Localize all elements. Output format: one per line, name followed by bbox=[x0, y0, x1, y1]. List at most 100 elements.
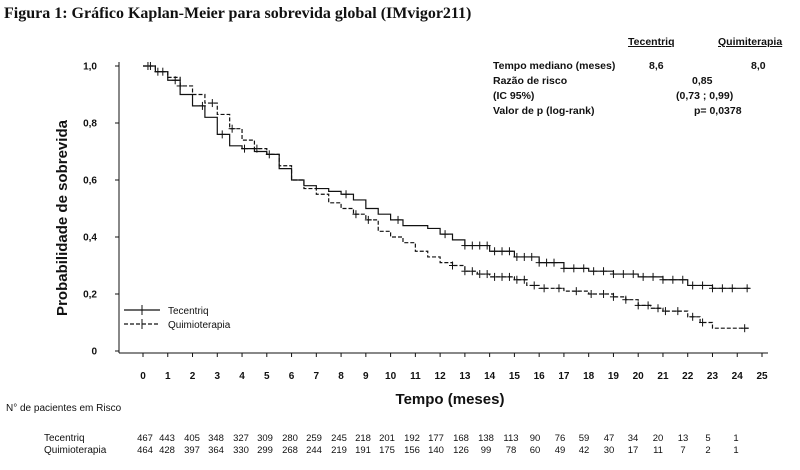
risk-count: 1 bbox=[733, 445, 739, 456]
stats-label-hr: Razão de risco bbox=[493, 75, 568, 87]
x-tick-label: 2 bbox=[190, 371, 196, 382]
risk-count: 327 bbox=[233, 433, 249, 444]
risk-count: 11 bbox=[653, 445, 663, 456]
legend-label-tecentriq: Tecentriq bbox=[168, 306, 209, 317]
stats-median-quimio: 8,0 bbox=[751, 60, 766, 72]
stats-ci-value: (0,73 ; 0,99) bbox=[676, 90, 734, 102]
x-tick-label: 15 bbox=[509, 371, 521, 382]
x-tick-label: 13 bbox=[459, 371, 471, 382]
risk-count: 76 bbox=[554, 433, 566, 444]
risk-count: 126 bbox=[453, 445, 469, 456]
risk-count: 34 bbox=[627, 433, 639, 444]
risk-table-title: N° de pacientes em Risco bbox=[6, 403, 122, 414]
risk-count: 99 bbox=[480, 445, 492, 456]
y-tick-label: 0,6 bbox=[83, 176, 97, 187]
x-tick-label: 22 bbox=[682, 371, 694, 382]
risk-count: 443 bbox=[159, 433, 175, 444]
figure-title: Figura 1: Gráfico Kaplan-Meier para sobr… bbox=[4, 5, 472, 22]
risk-count: 113 bbox=[503, 433, 519, 444]
risk-count: 60 bbox=[529, 445, 541, 456]
chart-legend: Tecentriq Quimioterapia bbox=[124, 305, 231, 331]
x-tick-label: 25 bbox=[756, 371, 768, 382]
risk-count: 7 bbox=[680, 445, 686, 456]
risk-count: 59 bbox=[578, 433, 590, 444]
legend-label-quimio: Quimioterapia bbox=[168, 320, 231, 331]
risk-count: 201 bbox=[379, 433, 395, 444]
chart-series bbox=[143, 62, 751, 333]
risk-count: 219 bbox=[331, 445, 347, 456]
risk-count: 364 bbox=[208, 445, 224, 456]
risk-count: 1 bbox=[733, 433, 739, 444]
risk-count: 467 bbox=[137, 433, 153, 444]
stats-label-median: Tempo mediano (meses) bbox=[493, 60, 616, 72]
risk-count: 175 bbox=[379, 445, 395, 456]
risk-count: 2 bbox=[705, 445, 711, 456]
risk-count: 309 bbox=[257, 433, 273, 444]
risk-count: 192 bbox=[404, 433, 420, 444]
y-tick-label: 0,8 bbox=[83, 119, 97, 130]
risk-count: 464 bbox=[137, 445, 153, 456]
x-tick-label: 19 bbox=[608, 371, 620, 382]
y-tick-label: 0,2 bbox=[83, 290, 97, 301]
stats-pvalue-value: p= 0,0378 bbox=[694, 105, 742, 117]
risk-count: 78 bbox=[505, 445, 517, 456]
risk-count: 259 bbox=[306, 433, 322, 444]
risk-count: 218 bbox=[355, 433, 371, 444]
x-tick-label: 3 bbox=[214, 371, 220, 382]
risk-count: 30 bbox=[603, 445, 615, 456]
risk-count: 168 bbox=[453, 433, 469, 444]
x-tick-label: 20 bbox=[633, 371, 645, 382]
x-tick-label: 11 bbox=[410, 371, 421, 382]
y-axis-label: Probabilidade de sobrevida bbox=[54, 119, 71, 316]
y-tick-label: 1,0 bbox=[83, 62, 97, 73]
y-tick-label: 0 bbox=[91, 347, 97, 358]
series-line-quimio bbox=[143, 65, 750, 329]
stats-label-ci: (IC 95%) bbox=[493, 90, 535, 102]
x-tick-label: 8 bbox=[338, 371, 344, 382]
x-tick-label: 9 bbox=[363, 371, 369, 382]
risk-count: 191 bbox=[355, 445, 371, 456]
risk-count: 90 bbox=[529, 433, 541, 444]
risk-count: 299 bbox=[257, 445, 273, 456]
risk-count: 13 bbox=[677, 433, 689, 444]
x-tick-label: 5 bbox=[264, 371, 270, 382]
chart-axes: 0 1 2 3 4 5 6 7 8 9 10 11 12 13 14 15 16 17 18 19 20 21 22 23 24… bbox=[83, 62, 768, 382]
x-axis-label: Tempo (meses) bbox=[396, 391, 505, 408]
risk-count: 156 bbox=[404, 445, 420, 456]
risk-count: 49 bbox=[554, 445, 566, 456]
risk-count: 47 bbox=[603, 433, 615, 444]
x-tick-label: 0 bbox=[140, 371, 146, 382]
x-tick-label: 6 bbox=[289, 371, 295, 382]
x-tick-label: 16 bbox=[534, 371, 546, 382]
stats-hr-value: 0,85 bbox=[692, 75, 713, 87]
x-tick-label: 18 bbox=[583, 371, 595, 382]
risk-count: 138 bbox=[478, 433, 494, 444]
risk-count: 5 bbox=[705, 433, 711, 444]
stats-median-tecentriq: 8,6 bbox=[649, 60, 664, 72]
risk-count: 177 bbox=[428, 433, 444, 444]
risk-count: 268 bbox=[282, 445, 298, 456]
risk-count: 42 bbox=[578, 445, 590, 456]
stats-header-tecentriq: Tecentriq bbox=[628, 36, 675, 48]
x-tick-label: 7 bbox=[314, 371, 320, 382]
risk-count: 17 bbox=[627, 445, 639, 456]
x-tick-label: 23 bbox=[707, 371, 719, 382]
x-tick-label: 24 bbox=[732, 371, 744, 382]
x-tick-label: 14 bbox=[484, 371, 496, 382]
risk-count: 244 bbox=[306, 445, 322, 456]
x-tick-label: 21 bbox=[657, 371, 669, 382]
risk-count: 140 bbox=[428, 445, 444, 456]
y-tick-label: 0,4 bbox=[83, 233, 97, 244]
risk-count: 330 bbox=[233, 445, 249, 456]
risk-count: 405 bbox=[184, 433, 200, 444]
series-line-tecentriq bbox=[143, 65, 750, 289]
risk-count: 397 bbox=[184, 445, 200, 456]
risk-count: 428 bbox=[159, 445, 175, 456]
x-tick-label: 10 bbox=[385, 371, 397, 382]
x-tick-label: 17 bbox=[558, 371, 570, 382]
risk-count: 280 bbox=[282, 433, 298, 444]
risk-count: 20 bbox=[652, 433, 664, 444]
x-tick-label: 1 bbox=[165, 371, 171, 382]
stats-box: Tecentriq Quimiterapia Tempo mediano (me… bbox=[0, 0, 800, 130]
risk-count: 245 bbox=[331, 433, 347, 444]
